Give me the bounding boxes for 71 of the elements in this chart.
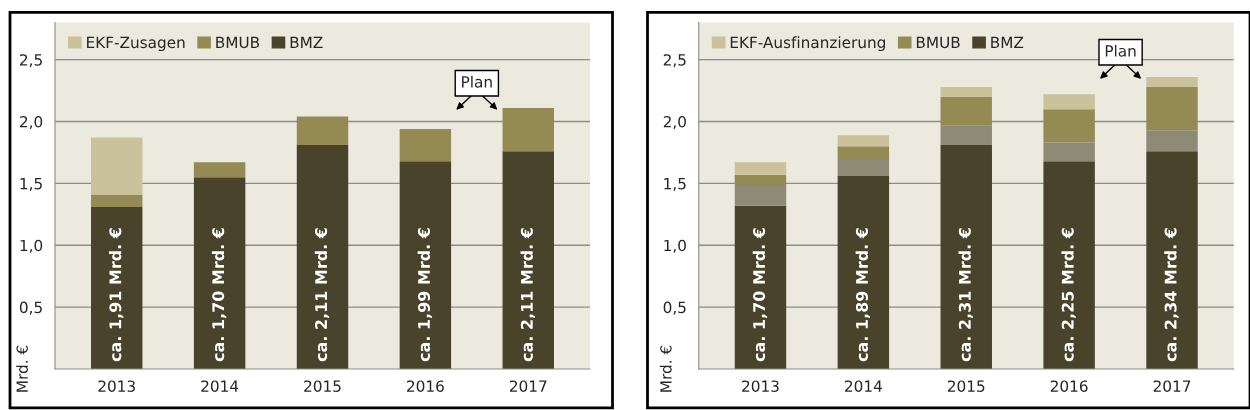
annotation: ca. 2,34 Mrd. € — [1164, 228, 1179, 362]
legend-label: BMUB — [916, 36, 960, 49]
annotation: Plan — [462, 75, 492, 88]
bar — [734, 205, 787, 369]
bar — [1146, 76, 1198, 87]
x-tick-label: 2013 — [98, 380, 135, 392]
bar — [1146, 130, 1198, 152]
bar — [837, 159, 890, 176]
x-tick-label: 2015 — [304, 380, 341, 392]
bar — [837, 175, 890, 369]
legend-label: BMZ — [290, 36, 323, 48]
y-tick-label: 1,5 — [664, 178, 686, 191]
annotation: ca. 2,25 Mrd. € — [1061, 228, 1076, 362]
bar — [502, 151, 554, 369]
bar — [837, 146, 890, 160]
annotation: ca. 1,70 Mrd. € — [211, 228, 227, 362]
bar — [940, 86, 992, 97]
bar — [399, 161, 452, 369]
y-tick-label: 1,5 — [20, 178, 42, 191]
legend-label: EKF-Ausfinanzierung — [730, 36, 885, 52]
bar — [1043, 161, 1095, 369]
bar — [193, 177, 246, 369]
annotation: ca. 1,70 Mrd. € — [752, 228, 768, 362]
legend-label: BMZ — [991, 36, 1024, 48]
y-axis-title: Mrd. € — [16, 345, 28, 392]
bar — [296, 145, 349, 369]
x-tick-label: 2017 — [509, 380, 547, 392]
bar — [91, 194, 143, 207]
y-tick-label: 0,5 — [663, 301, 686, 315]
bar — [940, 125, 992, 146]
y-tick-label: 2,0 — [663, 116, 686, 130]
annotation: ca. 2,31 Mrd. € — [958, 228, 973, 362]
annotation: ca. 1,91 Mrd. € — [109, 228, 124, 362]
bar — [837, 135, 890, 147]
bar — [734, 185, 787, 206]
x-tick-label: 2016 — [407, 380, 444, 392]
bar — [1043, 94, 1095, 110]
x-tick-label: 2014 — [845, 380, 882, 392]
annotation: ca. 1,99 Mrd. € — [417, 228, 433, 362]
y-tick-label: 1,0 — [664, 239, 686, 253]
bar — [734, 162, 787, 175]
bar — [91, 137, 143, 195]
annotation: Plan — [1105, 44, 1136, 57]
x-tick-label: 2015 — [947, 380, 985, 392]
y-tick-label: 0,5 — [19, 301, 42, 315]
bar — [1146, 151, 1198, 369]
legend-label: EKF-Zusagen — [87, 36, 185, 52]
annotation: ca. 2,11 Mrd. € — [520, 228, 535, 362]
bar — [1043, 142, 1095, 162]
bar — [734, 174, 787, 186]
x-tick-label: 2016 — [1050, 380, 1088, 392]
bar — [940, 145, 992, 369]
bar — [1043, 109, 1095, 143]
bar — [1146, 86, 1198, 131]
bar — [940, 96, 992, 126]
y-tick-label: 1,0 — [20, 239, 43, 253]
y-tick-label: 2,0 — [20, 116, 43, 130]
annotation: ca. 1,89 Mrd. € — [855, 228, 871, 362]
bar — [193, 162, 246, 178]
y-tick-label: 2,5 — [20, 54, 42, 68]
bar — [296, 116, 349, 146]
x-tick-label: 2014 — [201, 380, 239, 392]
annotation: ca. 2,11 Mrd. € — [314, 228, 330, 362]
bar — [91, 206, 143, 369]
x-tick-label: 2013 — [742, 380, 779, 392]
legend-label: BMUB — [216, 36, 260, 49]
bar — [502, 107, 554, 152]
bar — [399, 128, 452, 162]
y-axis-title: Mrd. € — [659, 345, 672, 392]
y-tick-label: 2,5 — [663, 54, 686, 68]
x-tick-label: 2017 — [1153, 380, 1191, 392]
